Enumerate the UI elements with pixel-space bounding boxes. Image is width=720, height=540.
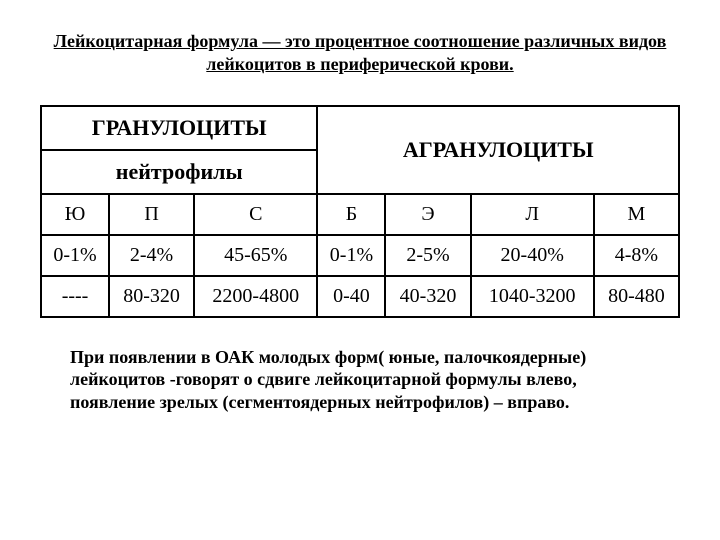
- cell-pct-yu: 0-1%: [41, 235, 109, 276]
- cell-pct-s: 45-65%: [194, 235, 317, 276]
- col-b: Б: [317, 194, 385, 235]
- cell-abs-l: 1040-3200: [471, 276, 594, 317]
- col-s: С: [194, 194, 317, 235]
- col-yu: Ю: [41, 194, 109, 235]
- page-title: Лейкоцитарная формула — это процентное с…: [40, 30, 680, 77]
- cell-abs-e: 40-320: [385, 276, 470, 317]
- leukocyte-table: ГРАНУЛОЦИТЫ АГРАНУЛОЦИТЫ нейтрофилы Ю П …: [40, 105, 680, 318]
- cell-pct-p: 2-4%: [109, 235, 194, 276]
- col-e: Э: [385, 194, 470, 235]
- cell-abs-s: 2200-4800: [194, 276, 317, 317]
- col-p: П: [109, 194, 194, 235]
- header-neutrophils: нейтрофилы: [41, 150, 317, 194]
- cell-pct-m: 4-8%: [594, 235, 679, 276]
- page: Лейкоцитарная формула — это процентное с…: [0, 0, 720, 433]
- header-granulocytes: ГРАНУЛОЦИТЫ: [41, 106, 317, 150]
- cell-pct-b: 0-1%: [317, 235, 385, 276]
- header-agranulocytes: АГРАНУЛОЦИТЫ: [317, 106, 679, 194]
- footer-note: При появлении в ОАК молодых форм( юные, …: [40, 346, 680, 414]
- cell-pct-e: 2-5%: [385, 235, 470, 276]
- col-m: М: [594, 194, 679, 235]
- cell-abs-m: 80-480: [594, 276, 679, 317]
- cell-abs-p: 80-320: [109, 276, 194, 317]
- col-l: Л: [471, 194, 594, 235]
- cell-pct-l: 20-40%: [471, 235, 594, 276]
- row-percent: 0-1% 2-4% 45-65% 0-1% 2-5% 20-40% 4-8%: [41, 235, 679, 276]
- cell-abs-b: 0-40: [317, 276, 385, 317]
- row-absolute: ---- 80-320 2200-4800 0-40 40-320 1040-3…: [41, 276, 679, 317]
- cell-abs-yu: ----: [41, 276, 109, 317]
